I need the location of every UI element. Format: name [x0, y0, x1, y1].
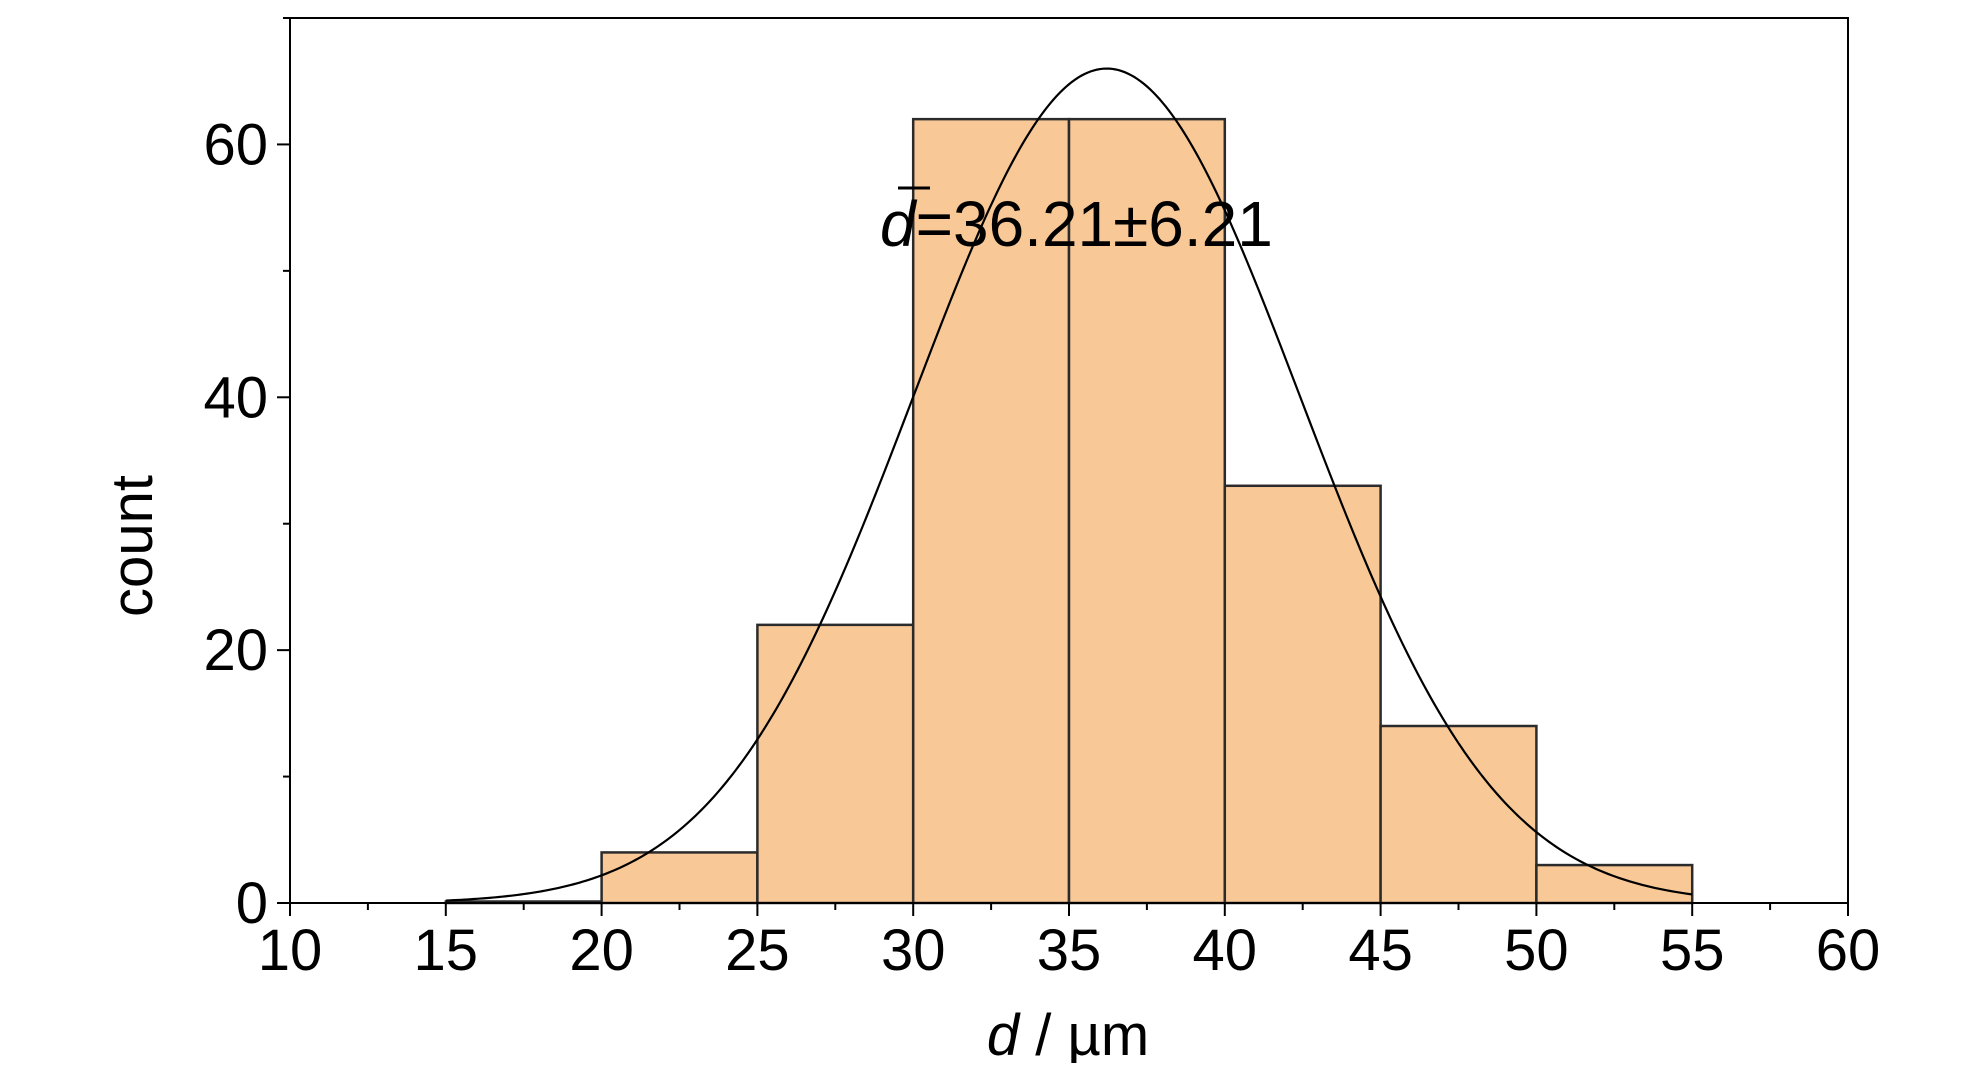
x-tick-label-40: 40 [1193, 918, 1258, 983]
x-axis-variable: d [987, 1003, 1021, 1063]
fit-curve [445, 67, 1693, 902]
x-tick-label-20: 20 [569, 918, 634, 983]
x-tick-label-45: 45 [1348, 918, 1413, 983]
bar-40-45 [1223, 484, 1382, 905]
y-tick-label-20: 20 [203, 618, 268, 683]
x-tick-label-30: 30 [881, 918, 946, 983]
mean-annotation-variable: d [880, 188, 918, 260]
x-tick-label-15: 15 [414, 918, 479, 983]
y-tick-label-0: 0 [236, 871, 268, 936]
mean-annotation-text: d=36.21±6.21 [880, 188, 1273, 260]
bar-35-40 [1067, 117, 1227, 905]
x-tick-label-25: 25 [725, 918, 790, 983]
bar-50-55 [1535, 863, 1694, 905]
x-tick-label-55: 55 [1660, 918, 1725, 983]
x-tick-label-10: 10 [258, 918, 323, 983]
x-tick-label-50: 50 [1504, 918, 1569, 983]
bar-25-30 [756, 623, 915, 905]
y-tick-label-40: 40 [203, 365, 268, 430]
x-axis-unit: / µm [1019, 1003, 1149, 1063]
mean-annotation-value: =36.21±6.21 [916, 188, 1273, 260]
y-axis-title: count [100, 475, 165, 617]
tick-labels-group: 10 15 20 25 30 35 40 45 50 55 60 0 20 40 60 [203, 112, 1880, 983]
y-tick-label-60: 60 [203, 112, 268, 177]
x-axis-title: d / µm [987, 1003, 1149, 1063]
ticks-group [277, 17, 1849, 916]
bars-group [444, 117, 1694, 905]
bar-45-50 [1379, 724, 1538, 905]
bar-20-25 [600, 851, 759, 905]
mean-annotation: d=36.21±6.21 [880, 186, 1273, 260]
x-tick-label-35: 35 [1037, 918, 1102, 983]
x-tick-label-60: 60 [1816, 918, 1881, 983]
